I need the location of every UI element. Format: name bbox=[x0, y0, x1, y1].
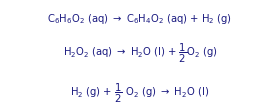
Text: $\mathrm{C_6H_6O_2}$ (aq) $\rightarrow$ $\mathrm{C_6H_4O_2}$ (aq) + $\mathrm{H_2: $\mathrm{C_6H_6O_2}$ (aq) $\rightarrow$ … bbox=[48, 12, 232, 26]
Text: $\mathrm{H_2O_2}$ (aq) $\rightarrow$ $\mathrm{H_2O}$ (l) + $\dfrac{1}{2}\mathrm{: $\mathrm{H_2O_2}$ (aq) $\rightarrow$ $\m… bbox=[63, 41, 217, 65]
Text: $\mathrm{H_2}$ (g) + $\dfrac{1}{2}$ $\mathrm{O_2}$ (g) $\rightarrow$ $\mathrm{H_: $\mathrm{H_2}$ (g) + $\dfrac{1}{2}$ $\ma… bbox=[71, 82, 209, 105]
